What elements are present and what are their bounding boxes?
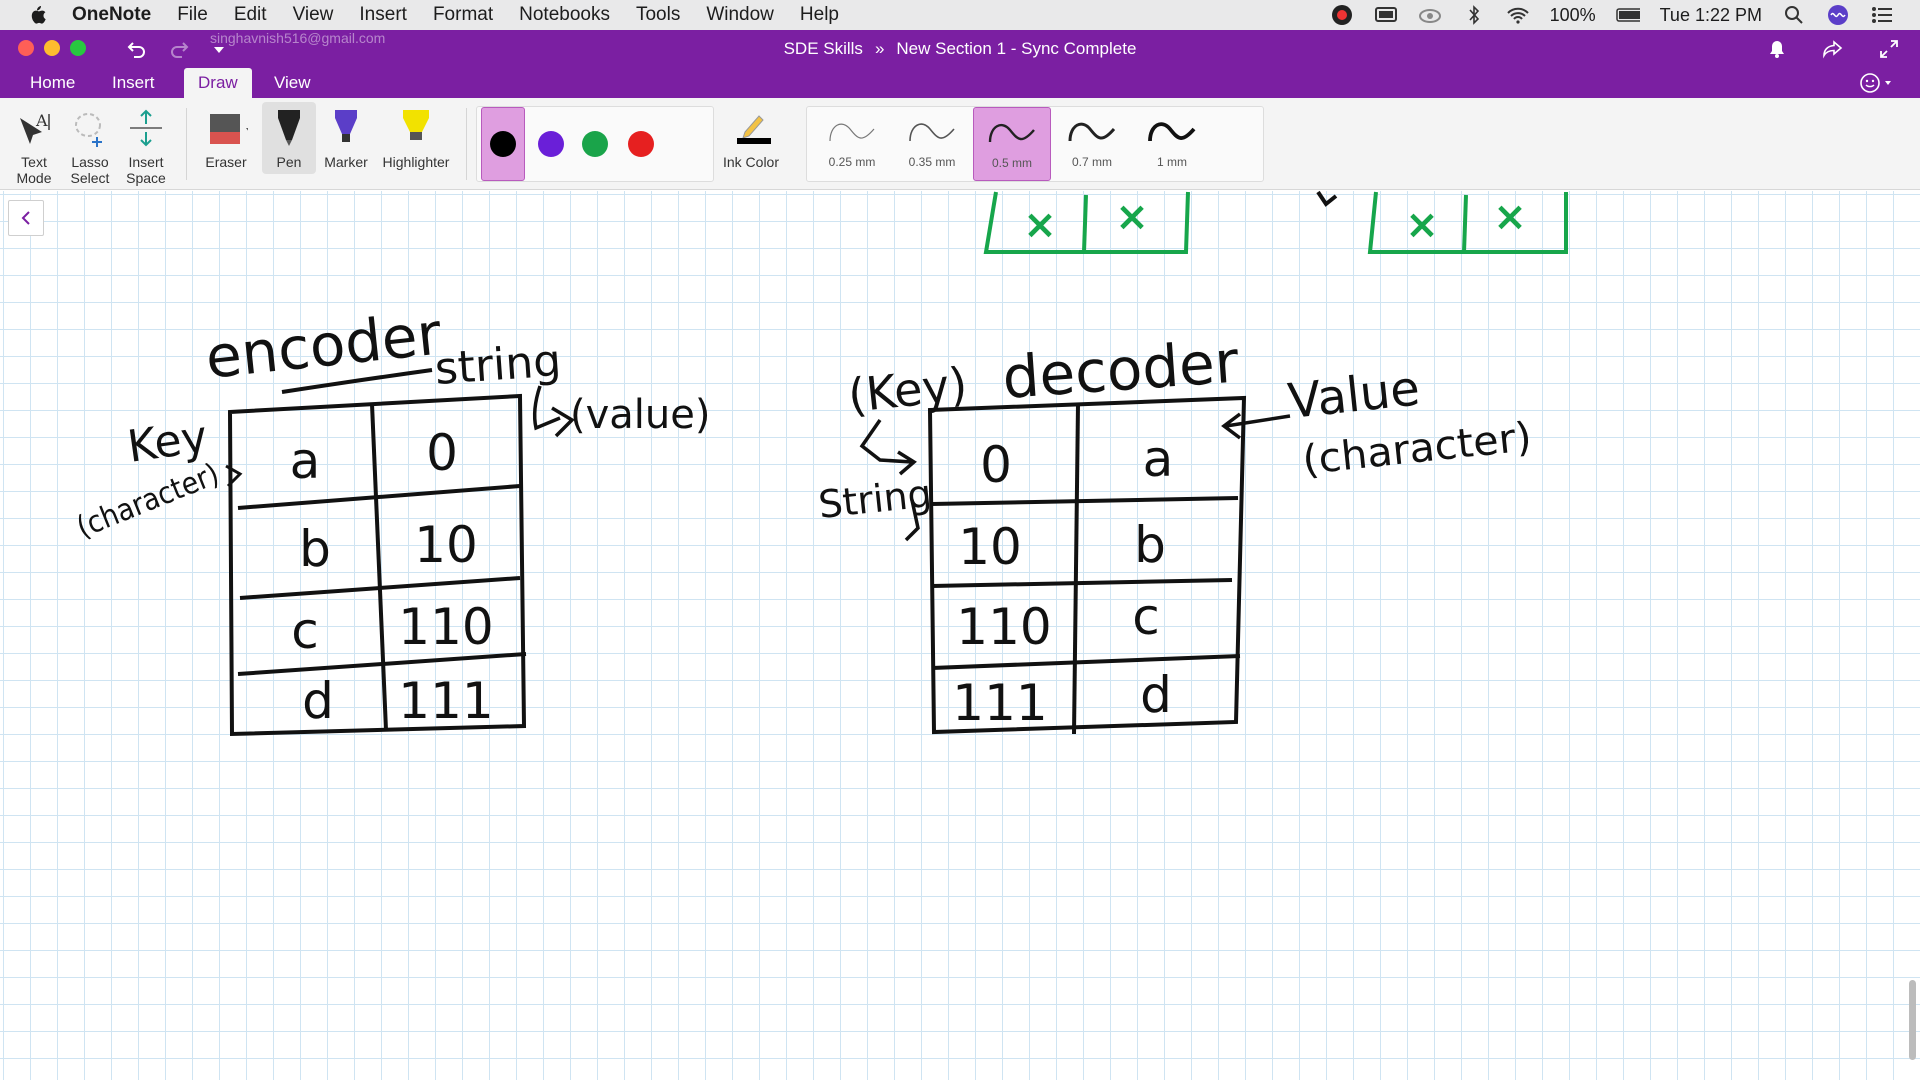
insert-space-label: Insert Space [126, 154, 166, 186]
menu-view[interactable]: View [292, 4, 334, 25]
swatch-red-dot [628, 131, 654, 157]
stroke-width-1[interactable]: 1 mm [1133, 107, 1211, 181]
wifi-icon[interactable] [1506, 5, 1530, 25]
page-canvas[interactable] [0, 191, 1920, 1080]
undo-button[interactable] [124, 36, 150, 62]
section-sync-status: New Section 1 - Sync Complete [896, 39, 1137, 58]
window-zoom-button[interactable] [70, 40, 86, 56]
window-minimize-button[interactable] [44, 40, 60, 56]
collapse-navigation-button[interactable] [8, 200, 44, 236]
tab-draw[interactable]: Draw [184, 68, 252, 98]
menu-tools[interactable]: Tools [635, 4, 681, 25]
swatch-black-dot [490, 131, 516, 157]
insert-space-icon [124, 106, 168, 150]
feedback-smiley-icon[interactable] [1856, 71, 1896, 95]
vertical-scrollbar[interactable] [1909, 980, 1916, 1060]
text-mode-icon: A [12, 106, 56, 150]
stroke-width-07[interactable]: 0.7 mm [1053, 107, 1131, 181]
stroke-width-picker: 0.25 mm 0.35 mm 0.5 mm 0.7 mm 1 mm [806, 106, 1264, 182]
spotlight-search-icon[interactable] [1782, 5, 1806, 25]
stroke-width-025[interactable]: 0.25 mm [813, 107, 891, 181]
draw-ribbon: A Text Mode Lasso Select Insert Space Er… [0, 98, 1920, 190]
siri-icon[interactable] [1826, 5, 1850, 25]
swatch-red[interactable] [619, 107, 663, 181]
ribbon-separator [466, 108, 467, 180]
svg-text:A: A [35, 111, 48, 130]
lasso-icon [68, 106, 112, 150]
stroke-width-label: 1 mm [1157, 155, 1187, 169]
highlighter-icon [394, 106, 438, 150]
swatch-green[interactable] [573, 107, 617, 181]
eraser-button[interactable]: Eraser [198, 106, 254, 170]
apple-icon[interactable] [26, 4, 48, 26]
eraser-icon [204, 106, 248, 150]
battery-icon[interactable] [1615, 5, 1640, 25]
menu-clock[interactable]: Tue 1:22 PM [1659, 4, 1762, 25]
stroke-width-label: 0.35 mm [908, 155, 956, 169]
pen-label: Pen [276, 154, 302, 170]
notification-center-icon[interactable] [1870, 5, 1894, 25]
menu-edit[interactable]: Edit [233, 4, 267, 25]
battery-percent: 100% [1549, 4, 1596, 25]
menu-window[interactable]: Window [706, 4, 774, 25]
ribbon-tab-bar: Home Insert Draw View [0, 68, 1920, 98]
swatch-black[interactable] [481, 107, 525, 181]
pen-button[interactable]: Pen [262, 102, 316, 174]
notebook-name: SDE Skills [783, 39, 863, 58]
highlighter-button[interactable]: Highlighter [374, 106, 458, 170]
ink-color-icon [729, 106, 773, 150]
swatch-green-dot [582, 131, 608, 157]
marker-label: Marker [324, 154, 368, 170]
swatch-purple-dot [538, 131, 564, 157]
text-mode-button[interactable]: A Text Mode [6, 106, 62, 186]
tab-view[interactable]: View [274, 73, 311, 92]
quick-access-dropdown-icon[interactable] [212, 42, 226, 53]
display-icon[interactable] [1374, 5, 1398, 25]
redo-button[interactable] [166, 36, 192, 62]
menu-notebooks[interactable]: Notebooks [519, 4, 610, 25]
chevron-left-icon [21, 211, 30, 225]
notifications-bell-icon[interactable] [1764, 36, 1790, 62]
lasso-select-button[interactable]: Lasso Select [62, 106, 118, 186]
window-close-button[interactable] [18, 40, 34, 56]
pen-icon [267, 106, 311, 150]
menu-file[interactable]: File [177, 4, 208, 25]
share-icon[interactable] [1820, 36, 1846, 62]
ink-color-button[interactable]: Ink Color [718, 106, 784, 170]
menu-format[interactable]: Format [432, 4, 494, 25]
stroke-width-label: 0.25 mm [828, 155, 876, 169]
swatch-purple[interactable] [529, 107, 573, 181]
ink-color-swatches [476, 106, 714, 182]
text-mode-label: Text Mode [16, 154, 52, 186]
window-title-bar: singhavnish516@gmail.com SDE Skills » Ne… [0, 30, 1920, 68]
highlighter-label: Highlighter [382, 154, 450, 170]
creative-cloud-icon[interactable] [1418, 5, 1442, 25]
stroke-width-label: 0.7 mm [1071, 155, 1112, 169]
record-icon[interactable] [1330, 5, 1354, 25]
ribbon-separator [186, 108, 187, 180]
tab-insert[interactable]: Insert [112, 73, 155, 92]
tab-home[interactable]: Home [30, 73, 76, 92]
marker-icon [324, 106, 368, 150]
insert-space-button[interactable]: Insert Space [118, 106, 174, 186]
ink-color-label: Ink Color [722, 154, 780, 170]
stroke-width-label: 0.5 mm [991, 156, 1032, 170]
stroke-width-05[interactable]: 0.5 mm [973, 107, 1051, 181]
macos-menu-bar: OneNote File Edit View Insert Format Not… [0, 0, 1920, 30]
marker-button[interactable]: Marker [318, 106, 374, 170]
eraser-label: Eraser [205, 154, 247, 170]
breadcrumb-separator: » [874, 39, 885, 58]
bluetooth-icon[interactable] [1462, 5, 1486, 25]
lasso-select-label: Lasso Select [70, 154, 110, 186]
account-email: singhavnish516@gmail.com [210, 30, 386, 46]
fullscreen-icon[interactable] [1876, 36, 1902, 62]
menu-app-name[interactable]: OneNote [72, 4, 152, 25]
window-title: SDE Skills » New Section 1 - Sync Comple… [0, 39, 1920, 59]
menu-insert[interactable]: Insert [359, 4, 407, 25]
menu-help[interactable]: Help [799, 4, 839, 25]
stroke-width-035[interactable]: 0.35 mm [893, 107, 971, 181]
